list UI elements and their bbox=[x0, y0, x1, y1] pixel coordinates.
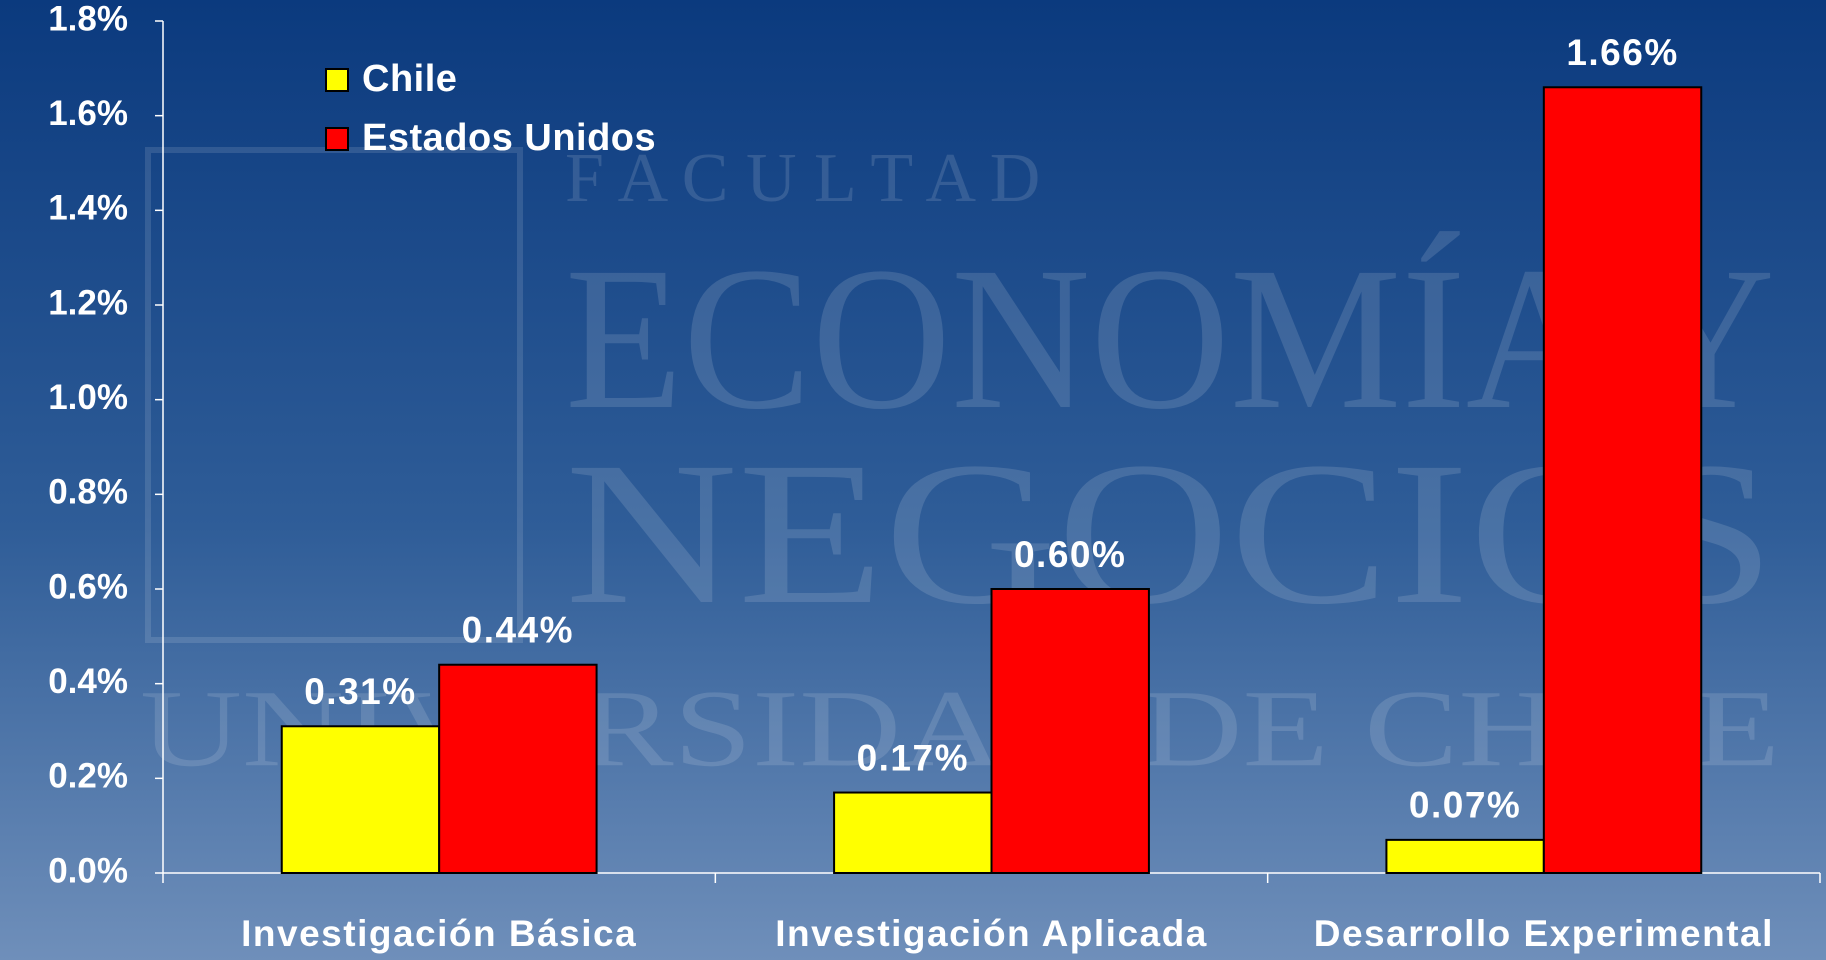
data-label: 0.31% bbox=[304, 671, 416, 712]
legend-swatch bbox=[326, 128, 348, 150]
y-tick-label: 0.8% bbox=[48, 473, 128, 512]
legend-label: Estados Unidos bbox=[362, 117, 656, 159]
bar bbox=[1386, 840, 1543, 873]
y-tick-label: 1.8% bbox=[48, 0, 128, 38]
bar bbox=[282, 726, 439, 873]
y-tick-label: 0.2% bbox=[48, 757, 128, 796]
x-tick-label: Investigación Aplicada bbox=[775, 913, 1208, 954]
data-label: 0.60% bbox=[1014, 534, 1126, 575]
y-tick-label: 0.0% bbox=[48, 851, 128, 890]
bar bbox=[834, 793, 991, 873]
data-label: 0.17% bbox=[857, 737, 969, 778]
bar bbox=[439, 665, 596, 873]
legend-label: Chile bbox=[362, 58, 457, 100]
y-tick-label: 1.6% bbox=[48, 94, 128, 133]
legend-swatch bbox=[326, 69, 348, 91]
chart: F A C U L T A D ECONOMÍA Y NEGOCIOS UNIV… bbox=[0, 0, 1826, 960]
data-label: 0.07% bbox=[1409, 785, 1521, 826]
bar bbox=[992, 589, 1149, 873]
y-tick-label: 1.4% bbox=[48, 189, 128, 228]
data-label: 1.66% bbox=[1566, 32, 1678, 73]
data-label: 0.44% bbox=[462, 610, 574, 651]
x-tick-label: Desarrollo Experimental bbox=[1314, 913, 1774, 954]
x-tick-label: Investigación Básica bbox=[241, 913, 637, 954]
y-tick-label: 0.6% bbox=[48, 567, 128, 606]
page: {"chart_data": {"type": "bar", "watermar… bbox=[0, 0, 1826, 960]
y-tick-label: 1.2% bbox=[48, 283, 128, 322]
y-tick-label: 0.4% bbox=[48, 662, 128, 701]
y-tick-label: 1.0% bbox=[48, 378, 128, 417]
bar bbox=[1544, 87, 1701, 873]
